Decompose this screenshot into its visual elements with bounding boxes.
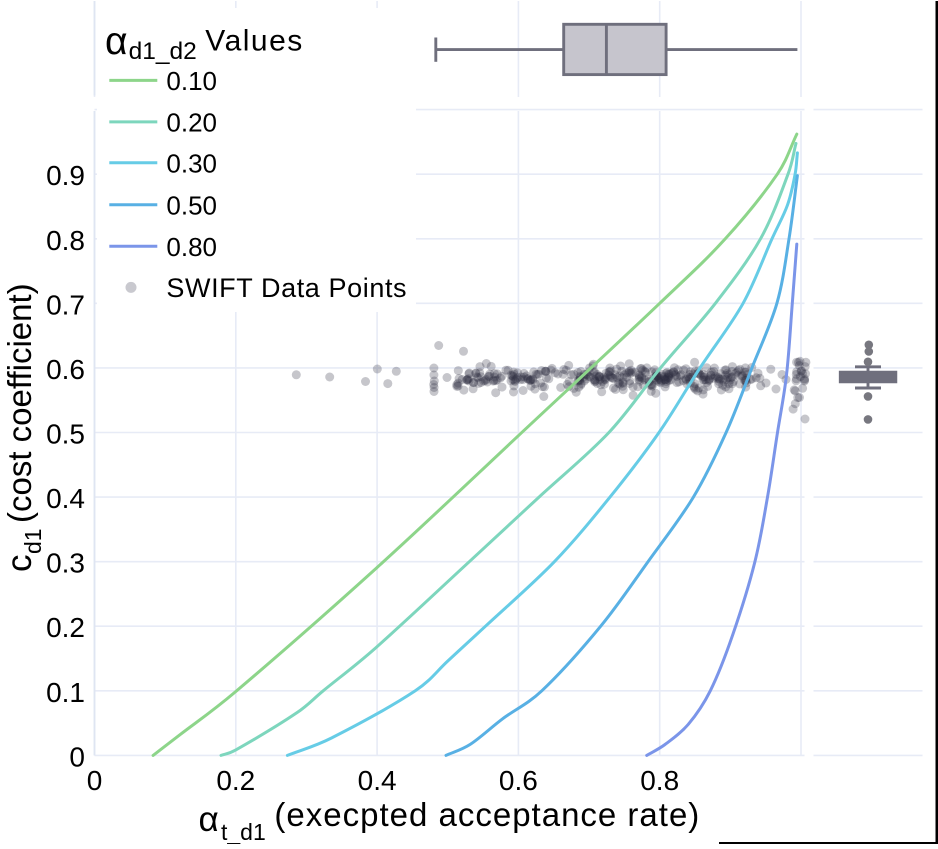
svg-text:t_d1: t_d1 (221, 819, 266, 844)
svg-text:0.8: 0.8 (46, 225, 85, 256)
svg-text:0.1: 0.1 (46, 677, 85, 708)
svg-text:0.4: 0.4 (46, 483, 85, 514)
svg-text:0.10: 0.10 (166, 66, 217, 96)
svg-text:0.7: 0.7 (46, 289, 85, 320)
svg-text:0: 0 (69, 741, 85, 772)
svg-text:c: c (0, 555, 39, 573)
svg-text:SWIFT Data Points: SWIFT Data Points (166, 273, 407, 303)
svg-text:0.80: 0.80 (166, 232, 217, 262)
svg-text:0.5: 0.5 (46, 419, 85, 450)
svg-text:0.6: 0.6 (46, 354, 85, 385)
svg-text:0.9: 0.9 (46, 160, 85, 191)
svg-text:0.20: 0.20 (166, 108, 217, 138)
svg-text:d1_d2: d1_d2 (129, 38, 197, 65)
svg-text:(execpted acceptance rate): (execpted acceptance rate) (274, 796, 700, 833)
svg-text:0.4: 0.4 (358, 765, 397, 796)
svg-text:d1: d1 (20, 528, 46, 554)
svg-text:α: α (199, 800, 219, 839)
svg-text:0.6: 0.6 (499, 765, 538, 796)
svg-text:0.30: 0.30 (166, 149, 217, 179)
svg-text:(cost coefficient): (cost coefficient) (1, 283, 38, 523)
svg-text:Values: Values (205, 25, 304, 58)
svg-text:0.2: 0.2 (46, 612, 85, 643)
svg-text:0.8: 0.8 (640, 765, 679, 796)
svg-text:0.2: 0.2 (216, 765, 255, 796)
svg-text:α: α (105, 20, 128, 63)
svg-text:0.3: 0.3 (46, 548, 85, 579)
svg-text:0: 0 (87, 765, 103, 796)
svg-text:0.50: 0.50 (166, 191, 217, 221)
